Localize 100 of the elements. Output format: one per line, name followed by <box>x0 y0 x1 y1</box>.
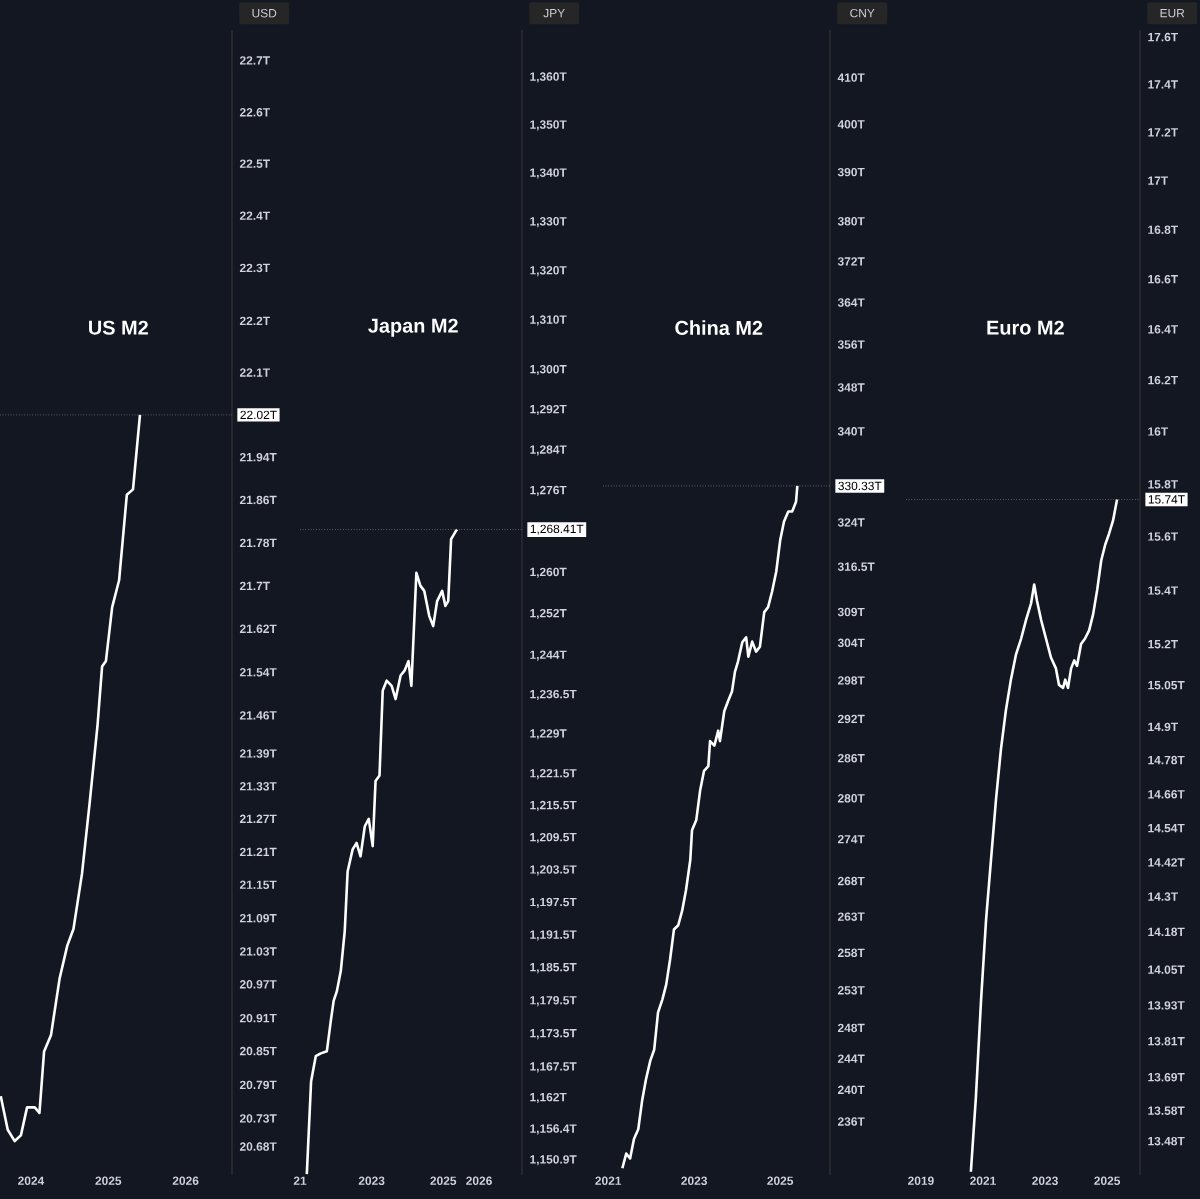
y-tick-label: 292T <box>837 714 865 724</box>
y-tick-label: 14.05T <box>1148 965 1185 974</box>
y-tick-label: 274T <box>837 835 865 844</box>
y-tick-label: 21.54T <box>239 668 277 677</box>
y-tick-label: 21.21T <box>239 847 277 857</box>
y-tick-label: 1,300T <box>530 364 567 376</box>
y-tick-label: 13.48T <box>1148 1136 1185 1146</box>
y-tick-label: 1,320T <box>530 266 567 277</box>
y-tick-label: 17.6T <box>1148 32 1178 42</box>
y-tick-label: 1,179.5T <box>530 996 577 1007</box>
line-series <box>305 528 459 1176</box>
x-tick-label: 21 <box>293 1176 307 1185</box>
y-tick-label: 21.7T <box>239 581 270 591</box>
y-tick-label: 14.78T <box>1148 755 1185 765</box>
y-tick-label: 390T <box>837 167 865 177</box>
y-tick-label: 1,191.5T <box>530 930 577 941</box>
y-tick-label: 21.86T <box>239 495 277 505</box>
y-tick-label: 240T <box>837 1085 865 1095</box>
y-tick-label: 21.09T <box>239 913 277 923</box>
y-tick-label: 13.93T <box>1148 1001 1185 1010</box>
y-tick-label: 20.91T <box>239 1013 277 1023</box>
y-tick-label: 20.68T <box>239 1142 277 1151</box>
x-tick-label: 2026 <box>172 1176 199 1185</box>
x-tick-label: 2021 <box>595 1176 622 1185</box>
y-tick-label: 20.85T <box>239 1046 277 1056</box>
y-tick-label: 13.69T <box>1148 1072 1185 1082</box>
x-tick-label: 2026 <box>466 1176 492 1185</box>
y-tick-label: 21.62T <box>239 624 277 633</box>
x-tick-label: 2021 <box>970 1176 996 1185</box>
y-tick-label: 1,252T <box>530 608 567 620</box>
y-tick-label: 263T <box>837 912 865 921</box>
y-tick-label: 1,197.5T <box>530 897 577 908</box>
y-tick-label: 20.79T <box>239 1080 277 1090</box>
y-tick-label: 16.8T <box>1148 225 1178 234</box>
x-tick-label: 2025 <box>95 1176 122 1185</box>
y-tick-label: 1,340T <box>530 168 567 179</box>
y-tick-label: 1,260T <box>530 567 567 578</box>
line-series <box>621 484 799 1170</box>
y-axis-title: CNY <box>850 8 875 18</box>
x-tick-label: 2023 <box>358 1176 385 1186</box>
y-tick-label: 17T <box>1148 176 1168 185</box>
y-tick-label: 1,310T <box>530 315 567 326</box>
y-tick-label: 1,185.5T <box>530 962 577 974</box>
y-axis-title: USD <box>252 8 277 18</box>
y-tick-label: 15.4T <box>1148 586 1178 595</box>
ref-line-label: 15.74T <box>1148 495 1185 504</box>
text: China M2 <box>675 320 763 335</box>
y-tick-label: 21.78T <box>239 538 277 548</box>
y-tick-label: 14.18T <box>1148 927 1185 936</box>
y-tick-label: 410T <box>837 73 865 82</box>
x-tick-label: 2023 <box>1032 1176 1058 1186</box>
y-axis-title: JPY <box>543 9 565 18</box>
line-series <box>969 498 1119 1174</box>
x-tick-label: 2025 <box>430 1176 457 1185</box>
y-tick-label: 1,203.5T <box>530 865 577 876</box>
y-tick-label: 380T <box>837 217 865 226</box>
x-tick-label: 2024 <box>18 1176 45 1185</box>
y-tick-label: 16.4T <box>1148 325 1178 334</box>
y-tick-label: 248T <box>837 1023 865 1033</box>
y-tick-label: 372T <box>837 257 865 266</box>
y-tick-label: 21.27T <box>239 814 277 823</box>
ref-line-label: 1,268.41T <box>530 524 584 535</box>
y-tick-label: 13.58T <box>1148 1106 1185 1115</box>
y-tick-label: 1,162T <box>530 1092 567 1104</box>
y-tick-label: 1,221.5T <box>530 769 577 780</box>
y-tick-label: 15.2T <box>1148 639 1178 649</box>
text: Japan M2 <box>368 318 458 337</box>
y-tick-label: 21.94T <box>239 452 277 462</box>
y-tick-label: 17.2T <box>1148 128 1178 137</box>
y-tick-label: 280T <box>837 794 865 803</box>
y-tick-label: 22.3T <box>239 263 270 273</box>
y-tick-label: 22.4T <box>239 211 270 220</box>
y-tick-label: 17.4T <box>1148 80 1178 89</box>
y-tick-label: 22.1T <box>239 368 270 377</box>
ref-line-label: 22.02T <box>240 410 277 420</box>
x-tick-label: 2023 <box>681 1176 708 1186</box>
x-tick-label: 2025 <box>1094 1176 1121 1185</box>
y-tick-label: 1,229T <box>530 729 567 740</box>
y-tick-label: 1,292T <box>530 404 567 416</box>
y-tick-label: 1,209.5T <box>530 832 577 844</box>
y-tick-label: 340T <box>837 427 865 436</box>
y-tick-label: 356T <box>837 340 865 349</box>
y-tick-label: 21.39T <box>239 749 277 758</box>
y-tick-label: 14.3T <box>1148 892 1178 901</box>
y-tick-label: 15.8T <box>1148 480 1178 489</box>
y-tick-label: 14.42T <box>1148 858 1185 867</box>
y-tick-label: 1,276T <box>530 485 567 497</box>
y-tick-label: 304T <box>837 638 865 648</box>
ref-line-label: 330.33T <box>838 481 882 491</box>
y-tick-label: 1,330T <box>530 217 567 228</box>
y-tick-label: 14.66T <box>1148 790 1185 799</box>
y-tick-label: 309T <box>837 607 865 617</box>
y-tick-label: 16.2T <box>1148 375 1178 385</box>
y-tick-label: 13.81T <box>1148 1036 1185 1046</box>
y-tick-label: 1,236.5T <box>530 689 577 701</box>
y-tick-label: 1,284T <box>530 445 567 456</box>
y-tick-label: 1,173.5T <box>530 1028 577 1040</box>
y-tick-label: 20.73T <box>239 1114 277 1123</box>
y-tick-label: 21.03T <box>239 947 277 956</box>
y-tick-label: 21.33T <box>239 782 277 791</box>
